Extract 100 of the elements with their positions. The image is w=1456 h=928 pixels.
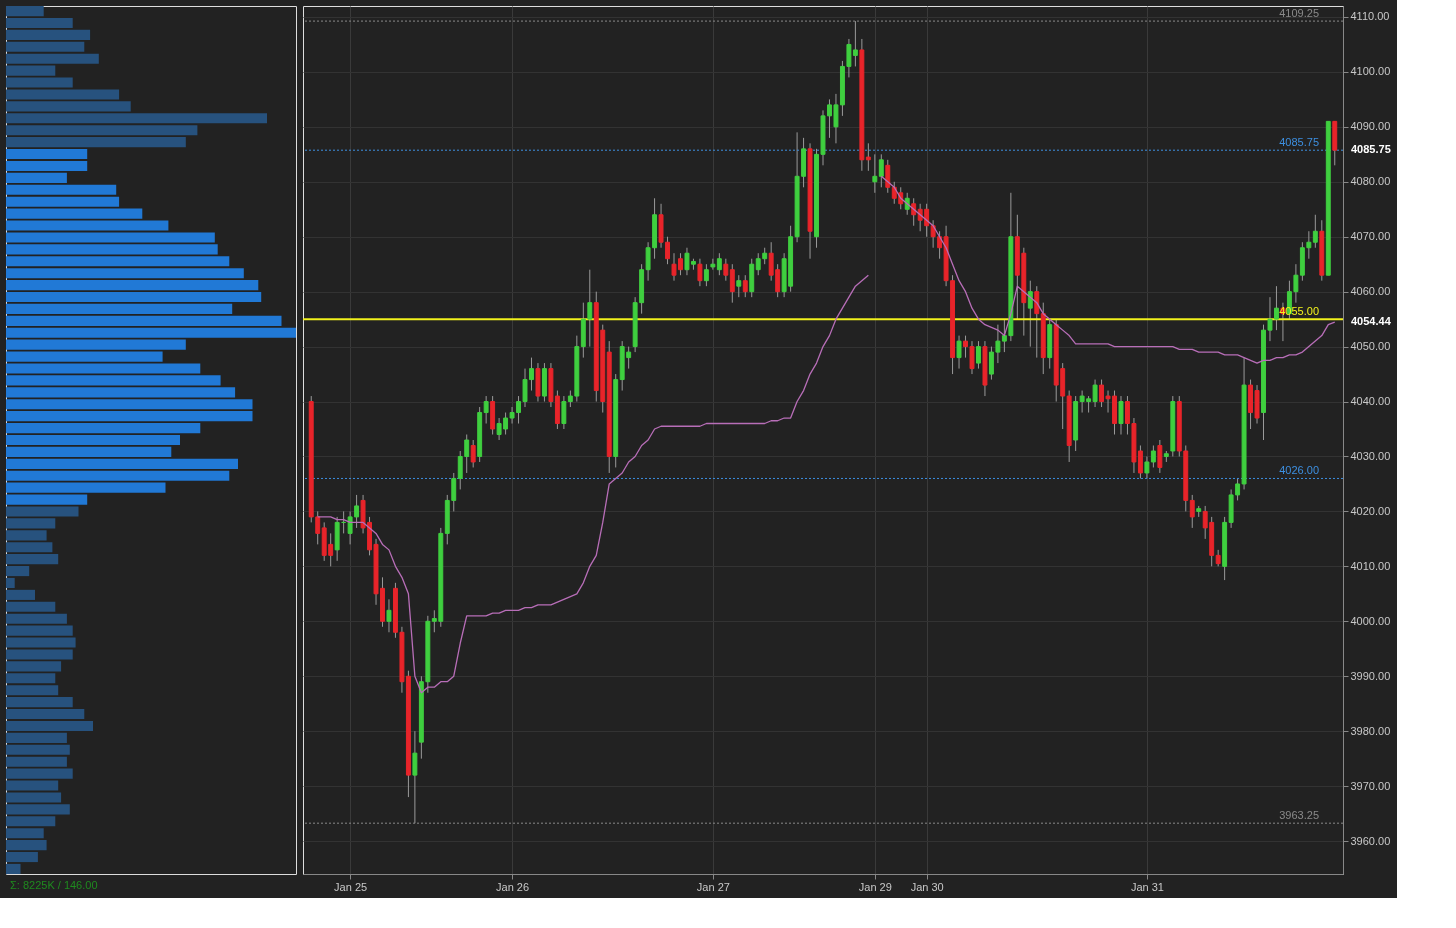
- bar: [6, 851, 38, 863]
- bar: [6, 756, 67, 767]
- bar: [6, 315, 282, 326]
- x-tick-label: Jan 31: [1130, 880, 1164, 893]
- bar: [6, 160, 88, 172]
- bar: [6, 6, 44, 17]
- bar: [6, 196, 120, 207]
- candlestick: [723, 258, 729, 282]
- text: Σ: 8225K / 146.00: [10, 879, 98, 891]
- candlestick: [878, 153, 884, 188]
- bar: [6, 542, 53, 553]
- candlestick: [412, 730, 418, 824]
- candlestick: [697, 258, 703, 287]
- candlestick: [729, 263, 735, 304]
- candlestick: [885, 159, 891, 194]
- candlestick: [736, 274, 742, 298]
- candlestick: [561, 395, 567, 430]
- bar: [6, 423, 201, 434]
- candlestick: [956, 335, 962, 370]
- bar: [6, 697, 73, 708]
- ref-line-label: 4055.00: [1279, 305, 1319, 318]
- bar: [6, 327, 296, 338]
- bar: [6, 125, 198, 136]
- bar: [6, 113, 267, 124]
- y-tick-label: 4100.00: [1350, 65, 1391, 78]
- bar: [6, 172, 67, 183]
- bar: [6, 458, 238, 469]
- candlestick: [1189, 494, 1195, 529]
- bar: [6, 387, 236, 398]
- bar: [6, 280, 259, 291]
- bar: [6, 840, 47, 851]
- bar: [6, 184, 117, 195]
- y-tick-label: 4060.00: [1350, 285, 1391, 298]
- bar: [6, 601, 56, 612]
- candlestick: [1034, 285, 1040, 359]
- bar: [6, 744, 70, 755]
- bar: [6, 613, 67, 624]
- bar: [6, 339, 186, 350]
- bar: [6, 256, 230, 267]
- bar: [6, 566, 30, 577]
- bar: [6, 411, 253, 422]
- ref-line-label: 4085.75: [1279, 136, 1319, 149]
- bar: [6, 530, 47, 541]
- candlestick: [1027, 280, 1033, 348]
- bar: [6, 291, 262, 303]
- text: 4054.44: [1351, 315, 1392, 328]
- ref-line-label: 4026.00: [1279, 464, 1319, 477]
- x-tick-label: Jan 27: [696, 880, 730, 893]
- candlestick: [865, 142, 871, 172]
- bar: [6, 41, 85, 52]
- bar: [6, 53, 99, 64]
- x-tick-label: Jan 29: [858, 880, 892, 893]
- bar: [6, 148, 88, 160]
- y-tick-label: 4090.00: [1350, 120, 1391, 133]
- candlestick: [710, 258, 716, 271]
- candlestick: [470, 439, 476, 468]
- candlestick: [703, 263, 709, 287]
- candlestick: [976, 340, 981, 370]
- bar: [6, 268, 244, 279]
- bar: [6, 446, 172, 457]
- x-tick-label: Jan 26: [496, 880, 530, 893]
- y-tick-label: 4020.00: [1350, 504, 1391, 517]
- ref-line-label: 4109.25: [1279, 7, 1319, 20]
- candlestick: [1118, 395, 1124, 436]
- bar: [6, 577, 15, 589]
- x-tick-label: Jan 30: [910, 880, 944, 893]
- bar: [6, 137, 186, 148]
- bar: [6, 732, 67, 743]
- bar: [6, 399, 253, 410]
- candlestick: [716, 252, 722, 276]
- y-tick-label: 4010.00: [1350, 559, 1391, 572]
- y-tick-label: 4110.00: [1350, 10, 1390, 23]
- x-tick-label: Jan 25: [334, 880, 368, 893]
- y-tick-label: 4000.00: [1350, 614, 1391, 627]
- y-tick-label: 3970.00: [1350, 779, 1391, 792]
- y-tick-label: 3990.00: [1350, 669, 1391, 682]
- bar: [6, 434, 180, 446]
- bar: [6, 554, 59, 565]
- bar: [6, 482, 166, 493]
- y-tick-label: 4040.00: [1350, 395, 1391, 408]
- bar: [6, 494, 88, 505]
- bar: [6, 673, 56, 684]
- candlestick: [386, 598, 392, 633]
- bar: [6, 863, 21, 874]
- candlestick: [483, 395, 489, 425]
- bar: [6, 303, 233, 314]
- y-tick-label: 4030.00: [1350, 449, 1391, 462]
- bar: [6, 470, 230, 481]
- candlestick: [872, 153, 878, 194]
- bar: [6, 589, 35, 600]
- bar: [6, 720, 93, 732]
- bar: [6, 29, 91, 40]
- y-tick-label: 3980.00: [1350, 724, 1391, 737]
- ref-line-label: 3963.25: [1279, 809, 1319, 822]
- y-tick-label: 4070.00: [1350, 230, 1391, 243]
- candlestick: [1157, 439, 1163, 474]
- y-tick-label: 4080.00: [1350, 175, 1391, 188]
- candlestick: [742, 274, 748, 298]
- bar: [6, 685, 59, 696]
- y-tick-label: 4050.00: [1350, 340, 1391, 353]
